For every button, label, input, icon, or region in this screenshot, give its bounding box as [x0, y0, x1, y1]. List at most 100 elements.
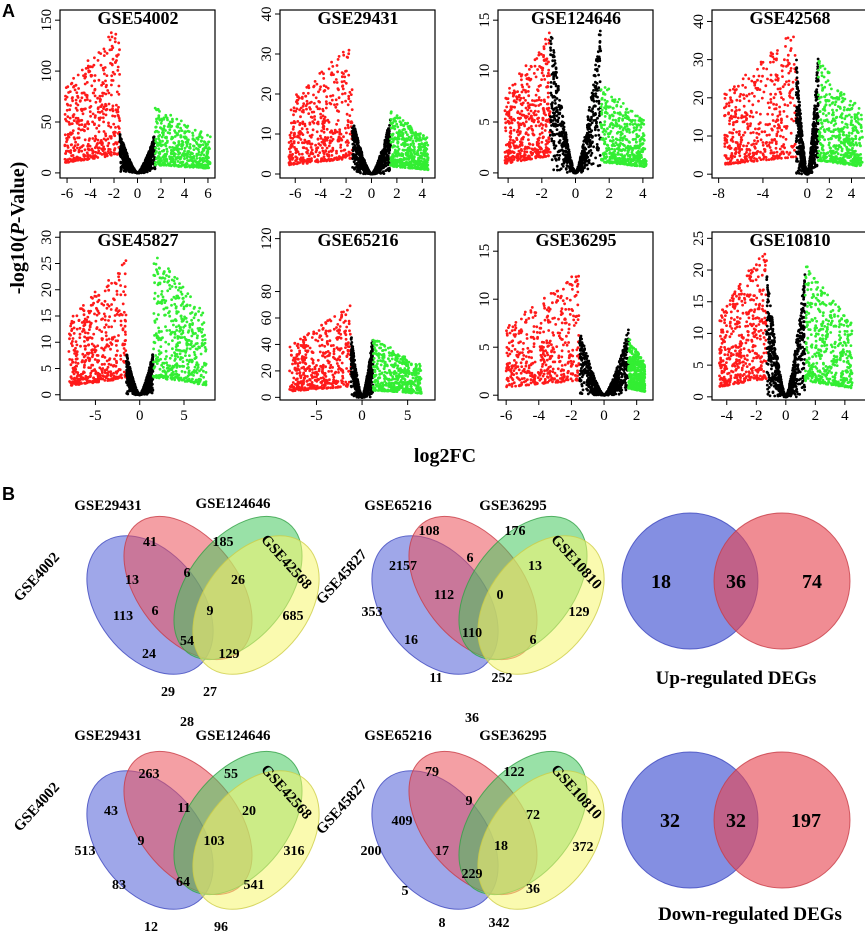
y-tick-label: 5: [477, 118, 493, 126]
data-point: [188, 143, 192, 146]
data-point: [375, 163, 379, 167]
data-point: [79, 119, 83, 122]
data-point: [316, 153, 320, 157]
data-point: [510, 157, 513, 161]
data-point: [423, 137, 427, 141]
data-point: [617, 147, 621, 151]
data-point: [509, 129, 513, 133]
data-point: [406, 133, 409, 137]
data-point: [552, 140, 556, 143]
data-point: [612, 139, 615, 142]
data-point: [549, 115, 553, 119]
data-point: [557, 84, 560, 88]
data-point: [161, 131, 164, 135]
data-point: [170, 159, 174, 163]
data-point: [313, 115, 316, 118]
data-point: [164, 144, 168, 148]
data-point: [190, 152, 194, 155]
data-point: [778, 110, 782, 114]
data-point: [297, 141, 300, 145]
data-point: [524, 89, 527, 92]
data-point: [548, 112, 551, 116]
data-point: [107, 124, 110, 128]
data-point: [391, 140, 395, 143]
data-point: [157, 137, 161, 141]
data-point: [588, 149, 591, 153]
data-point: [336, 70, 339, 74]
data-point: [409, 131, 413, 134]
data-point: [345, 112, 349, 116]
data-point: [389, 164, 393, 167]
data-point: [303, 138, 307, 142]
data-point: [604, 152, 608, 156]
data-point: [390, 155, 394, 158]
data-point: [384, 138, 388, 142]
data-point: [116, 69, 120, 72]
data-point: [95, 143, 99, 146]
data-point: [192, 144, 196, 148]
data-point: [295, 99, 299, 102]
data-point: [406, 146, 410, 150]
data-point: [414, 139, 418, 143]
data-point: [104, 85, 108, 89]
data-point: [607, 135, 610, 139]
data-point: [311, 120, 315, 123]
data-point: [508, 91, 511, 95]
data-point: [195, 162, 199, 166]
data-point: [352, 124, 356, 128]
data-point: [396, 141, 400, 145]
data-point: [509, 126, 513, 130]
data-point: [351, 166, 354, 169]
data-point: [160, 135, 164, 139]
data-point: [93, 79, 96, 83]
data-point: [600, 96, 604, 100]
data-point: [772, 96, 776, 100]
data-point: [83, 124, 87, 128]
data-point: [301, 122, 305, 126]
data-point: [70, 154, 73, 158]
data-point: [402, 137, 406, 141]
data-point: [164, 113, 168, 117]
data-point: [154, 137, 158, 141]
data-point: [566, 146, 569, 150]
data-point: [346, 144, 349, 147]
data-point: [289, 150, 292, 154]
data-point: [423, 157, 426, 161]
data-point: [550, 137, 554, 141]
data-point: [353, 155, 356, 159]
data-point: [564, 167, 568, 171]
data-point: [518, 93, 521, 97]
data-point: [386, 140, 390, 144]
x-tick-label: 0: [134, 186, 142, 202]
data-point: [590, 121, 594, 125]
data-point: [557, 123, 561, 127]
data-point: [640, 161, 644, 164]
data-point: [543, 129, 547, 132]
data-point: [165, 147, 169, 151]
x-tick-label: -6: [61, 186, 74, 202]
data-point: [192, 156, 196, 160]
data-point: [83, 98, 87, 102]
data-point: [147, 154, 151, 158]
data-point: [406, 121, 410, 125]
data-point: [409, 148, 413, 151]
data-point: [97, 149, 101, 153]
data-point: [162, 117, 166, 121]
data-point: [526, 90, 530, 93]
data-point: [319, 134, 322, 138]
data-point: [546, 85, 550, 89]
data-point: [505, 111, 509, 114]
data-point: [117, 41, 121, 45]
data-point: [294, 151, 298, 155]
x-tick-label: 6: [204, 186, 212, 202]
data-point: [99, 63, 103, 67]
data-point: [569, 169, 572, 173]
data-point: [410, 153, 414, 157]
data-point: [384, 135, 388, 139]
data-point: [157, 116, 161, 119]
data-point: [348, 132, 352, 136]
data-point: [607, 132, 611, 135]
data-point: [301, 141, 304, 145]
data-point: [756, 139, 760, 143]
data-point: [333, 80, 336, 84]
